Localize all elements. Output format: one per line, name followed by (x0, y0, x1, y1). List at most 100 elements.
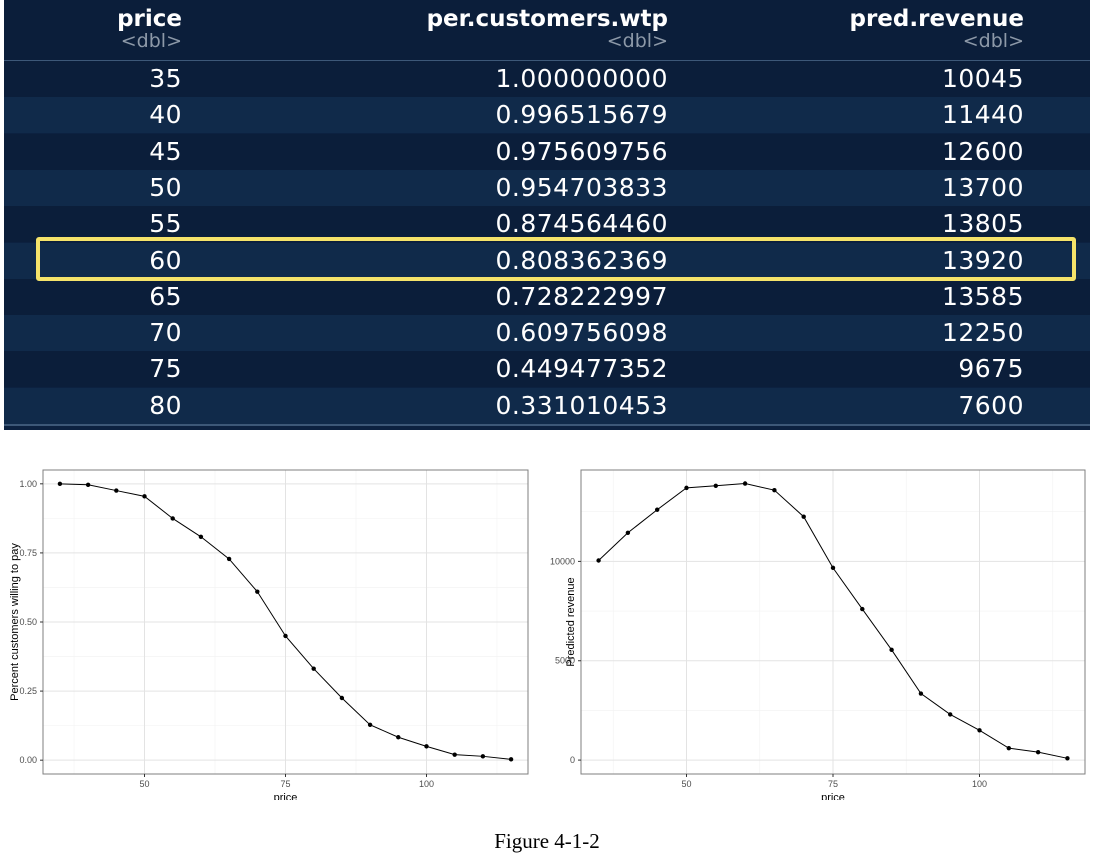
data-point (114, 488, 119, 493)
x-tick-label: 50 (140, 779, 150, 789)
table-row: 50 0.954703833 13700 (4, 169, 1090, 206)
data-point (198, 534, 204, 539)
data-point (508, 757, 514, 762)
data-point (396, 735, 401, 740)
data-point (311, 666, 316, 671)
cell-price: 70 (149, 318, 182, 348)
wtp-chart: 50 75 100 0.00 0.25 0.50 0.75 1.00 price Percent … (9, 469, 529, 800)
y-axis-label: Predicted revenue (565, 577, 577, 666)
highlighted-row-box (36, 237, 1076, 281)
data-point (948, 712, 953, 717)
cell-wtp: 1.000000000 (495, 64, 668, 93)
data-point (1065, 756, 1070, 761)
data-point (142, 494, 147, 499)
cell-price: 75 (149, 354, 182, 384)
cell-revenue: 12600 (941, 136, 1024, 166)
table-bottom-border (4, 424, 1090, 426)
data-point (684, 485, 689, 491)
cell-wtp: 0.996515679 (495, 100, 668, 130)
x-axis-label: price (821, 792, 845, 800)
data-point (654, 507, 660, 512)
data-point (1006, 745, 1012, 751)
column-type-wtp: <dbl> (606, 30, 668, 52)
x-tick-label: 100 (419, 779, 434, 789)
data-point (713, 483, 718, 488)
data-point (772, 487, 777, 493)
data-point (255, 589, 260, 594)
cell-revenue: 13585 (941, 281, 1024, 311)
cell-price: 45 (149, 136, 182, 166)
cell-wtp: 0.874564460 (495, 209, 668, 239)
data-point (625, 530, 631, 535)
figure-caption: Figure 4-1-2 (494, 829, 600, 853)
x-tick-label: 50 (681, 779, 691, 789)
cell-price: 60 (149, 245, 182, 275)
data-point (424, 744, 429, 749)
x-tick-label: 100 (972, 779, 987, 789)
cell-wtp: 0.449477352 (495, 354, 668, 384)
table-row: 65 0.728222997 13585 (4, 278, 1090, 315)
data-point (830, 565, 836, 571)
cell-wtp: 0.728222997 (495, 281, 668, 311)
y-tick-label: 0.75 (19, 548, 37, 558)
cell-revenue: 7600 (958, 390, 1024, 420)
y-tick-label: 1.00 (19, 479, 37, 489)
table-row: 60 0.808362369 13920 (4, 242, 1090, 279)
y-tick-label: 0.00 (19, 755, 37, 765)
cell-revenue: 11440 (941, 100, 1024, 130)
column-header-price: price (117, 6, 182, 32)
column-header-revenue: pred.revenue (849, 6, 1025, 32)
cell-revenue: 13700 (941, 172, 1024, 202)
y-tick-label: 0.25 (19, 686, 37, 696)
cell-price: 65 (149, 281, 182, 311)
cell-price: 50 (149, 172, 182, 202)
table-row: 40 0.996515679 11440 (4, 97, 1090, 134)
data-point (860, 606, 865, 612)
cell-price: 35 (149, 64, 182, 93)
cell-price: 55 (149, 209, 182, 239)
data-point (367, 722, 373, 728)
table-row: 75 0.449477352 9675 (4, 351, 1090, 388)
data-point (742, 481, 748, 486)
revenue-chart: 50 75 100 0 5000 10000 price Predicted revenue (550, 469, 1086, 800)
column-header-wtp: per.customers.wtp (426, 6, 668, 32)
table-row: 55 0.874564460 13805 (4, 206, 1090, 243)
data-point (85, 482, 91, 487)
data-point (889, 647, 894, 653)
data-point (57, 481, 63, 487)
x-tick-label: 75 (828, 779, 838, 789)
y-axis-label: Percent customers willing to pay (9, 543, 21, 701)
cell-wtp: 0.609756098 (495, 318, 668, 348)
data-point (1035, 749, 1041, 755)
cell-revenue: 9675 (958, 354, 1024, 384)
cell-wtp: 0.331010453 (495, 390, 668, 420)
data-point (339, 695, 345, 701)
data-point (226, 556, 232, 562)
column-type-revenue: <dbl> (962, 30, 1024, 52)
data-point (918, 691, 924, 696)
cell-revenue: 13920 (941, 245, 1024, 275)
data-table: price <dbl> per.customers.wtp <dbl> pred… (4, 0, 1090, 430)
y-tick-label: 0 (570, 755, 575, 765)
x-axis-label: price (274, 792, 298, 800)
table-row: 80 0.331010453 7600 (4, 387, 1090, 424)
y-tick-label: 0.50 (19, 617, 37, 627)
cell-wtp: 0.975609756 (495, 136, 668, 166)
cell-wtp: 0.954703833 (495, 172, 668, 202)
x-tick-label: 75 (280, 779, 290, 789)
table-row: 35 1.000000000 10045 (4, 61, 1090, 97)
data-point (283, 633, 288, 639)
table-row: 70 0.609756098 12250 (4, 315, 1090, 352)
data-point (170, 516, 175, 521)
y-tick-label: 5000 (555, 656, 575, 666)
y-tick-label: 10000 (550, 556, 575, 566)
data-point (452, 752, 457, 757)
cell-price: 80 (149, 390, 182, 420)
cell-price: 40 (149, 100, 182, 130)
data-point (801, 514, 806, 519)
cell-revenue: 13805 (941, 209, 1024, 239)
table-header: price <dbl> per.customers.wtp <dbl> pred… (4, 0, 1090, 62)
data-point (480, 754, 486, 759)
data-point (596, 558, 601, 563)
data-point (977, 728, 982, 733)
